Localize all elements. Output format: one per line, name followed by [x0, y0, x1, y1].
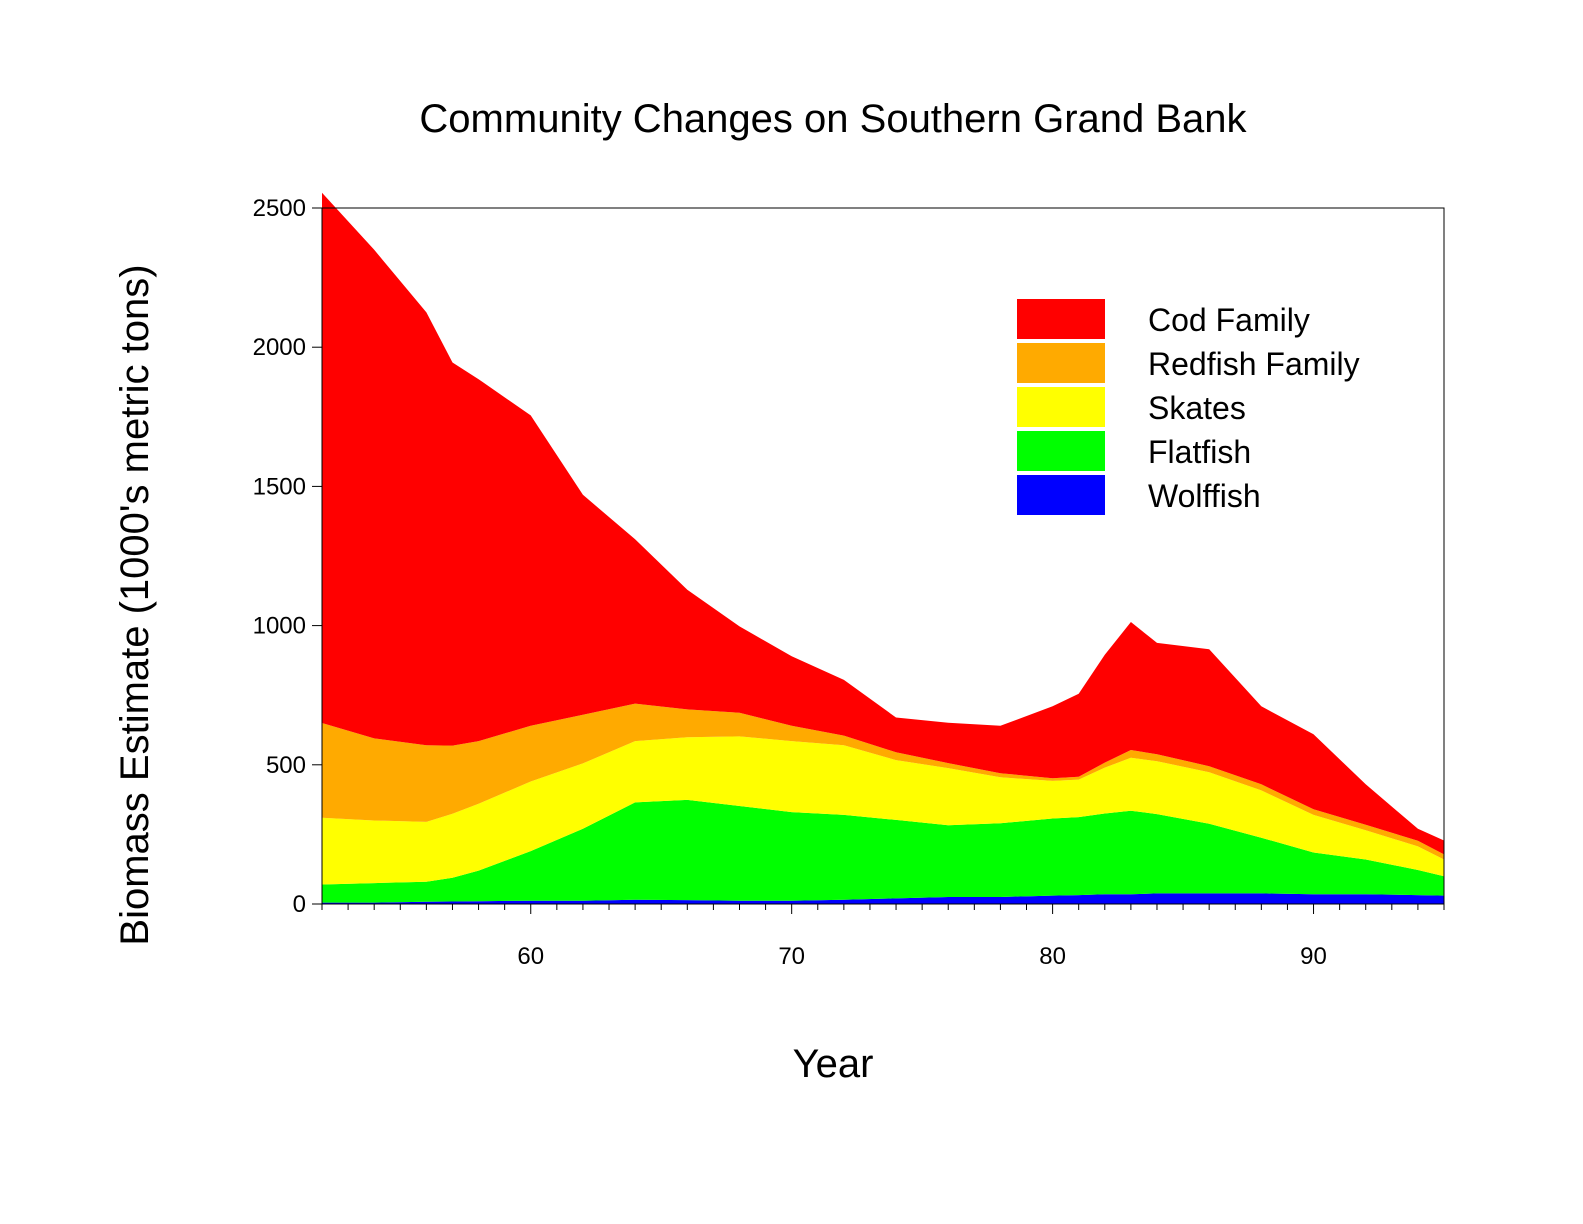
legend-label: Cod Family: [1148, 302, 1310, 338]
x-tick-label: 70: [778, 943, 805, 970]
y-axis-title: Biomass Estimate (1000's metric tons): [113, 264, 157, 945]
legend-swatch-redfish-family: [1017, 343, 1105, 383]
x-tick-label: 80: [1039, 943, 1066, 970]
legend-label: Redfish Family: [1148, 346, 1360, 382]
y-axis: 0 500 1000 1500 2000 2500: [253, 195, 322, 918]
area-redfish-family: [322, 703, 1444, 860]
legend-label: Flatfish: [1148, 434, 1251, 470]
chart-title: Community Changes on Southern Grand Bank: [419, 97, 1247, 141]
stacked-areas: [322, 192, 1444, 904]
y-tick-label: 2000: [253, 334, 306, 361]
area-cod-family: [322, 192, 1444, 855]
x-axis: 60 70 80 90: [321, 904, 1445, 970]
y-tick-label: 2500: [253, 195, 306, 222]
y-tick-label: 0: [293, 891, 306, 918]
legend: Cod Family Redfish Family Skates Flatfish Wo…: [1017, 299, 1360, 515]
area-wolffish: [322, 893, 1444, 904]
plot-frame: [321, 207, 1445, 905]
legend-swatch-skates: [1017, 387, 1105, 427]
y-tick-label: 500: [266, 752, 306, 779]
x-tick-label: 90: [1300, 943, 1327, 970]
area-flatfish: [322, 799, 1444, 903]
legend-swatch-flatfish: [1017, 431, 1105, 471]
legend-label: Wolffish: [1148, 478, 1261, 514]
x-axis-title: Year: [793, 1042, 874, 1086]
legend-label: Skates: [1148, 390, 1246, 426]
legend-swatch-wolffish: [1017, 475, 1105, 515]
area-skates: [322, 736, 1444, 885]
y-tick-label: 1000: [253, 613, 306, 640]
x-tick-label: 60: [517, 943, 544, 970]
y-tick-label: 1500: [253, 473, 306, 500]
legend-swatch-cod-family: [1017, 299, 1105, 339]
